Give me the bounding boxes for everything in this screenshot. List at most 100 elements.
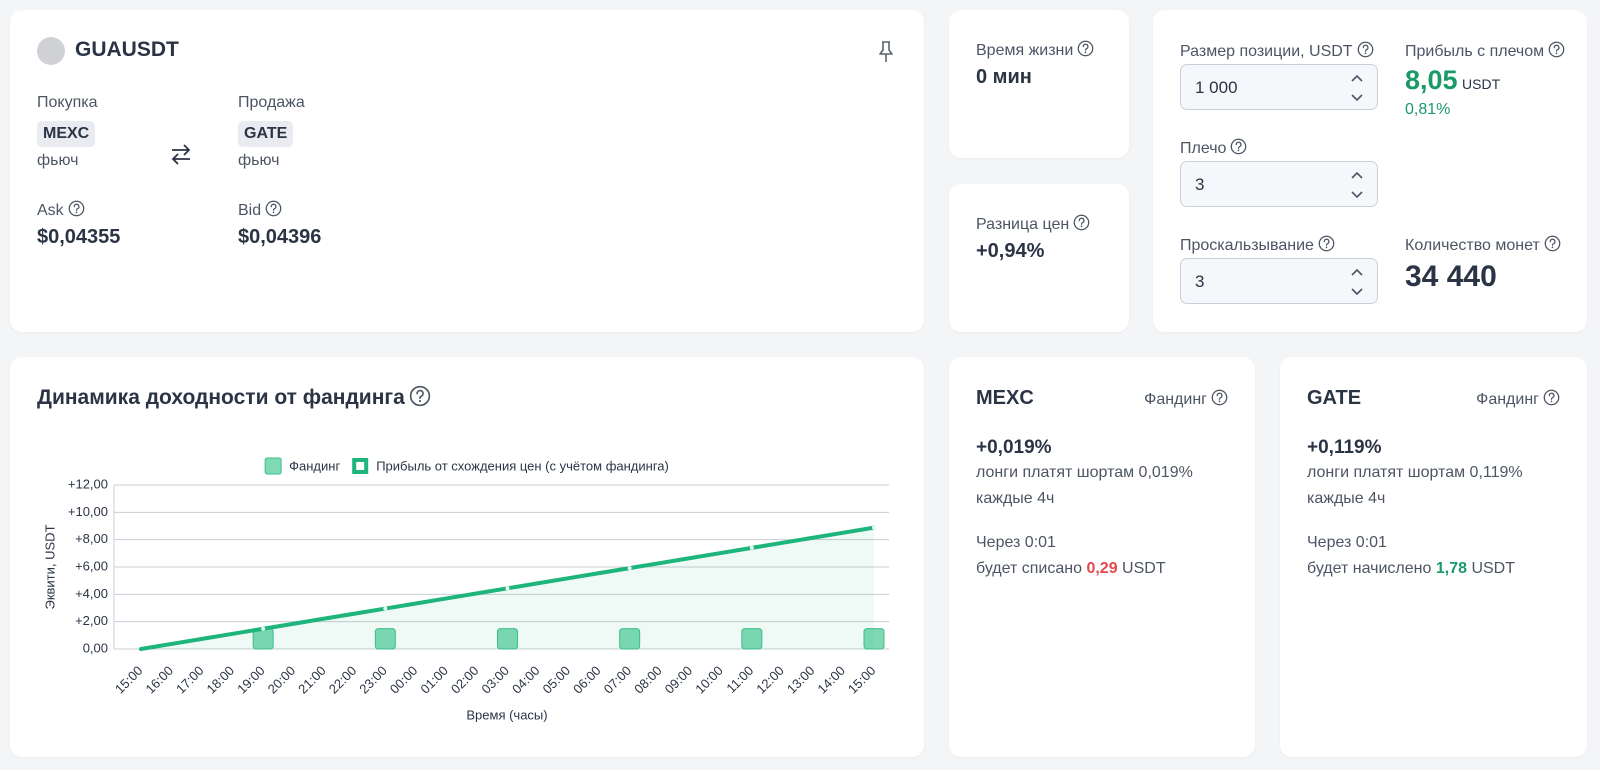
coins-text: Количество монет xyxy=(1405,237,1540,254)
x-tick-label: 15:00 xyxy=(112,663,146,697)
funding-when: Через 0:01 xyxy=(976,534,1056,551)
buy-label: Покупка xyxy=(37,94,98,111)
legend-swatch xyxy=(352,458,369,474)
funding-result: будет начислено 1,78 USDT xyxy=(1307,560,1515,578)
calculator-card: Размер позиции, USDT 1 000 Плечо 3 Проск… xyxy=(1153,10,1587,332)
bid-text: Bid xyxy=(238,202,262,219)
buy-kind: фьюч xyxy=(37,152,79,169)
x-tick-label: 17:00 xyxy=(173,663,207,697)
bid-label: Bid xyxy=(238,200,282,220)
profit-value: 8,05 xyxy=(1405,65,1458,95)
help-icon[interactable] xyxy=(265,200,282,217)
pin-button[interactable] xyxy=(876,40,896,64)
funding-bar xyxy=(374,628,396,650)
x-tick-label: 18:00 xyxy=(204,663,238,697)
y-tick-label: +2,00 xyxy=(75,613,108,628)
funding-label: Фандинг xyxy=(1144,389,1228,409)
profit-unit: USDT xyxy=(1462,76,1501,92)
y-tick-label: +4,00 xyxy=(75,586,108,601)
funding-when: Через 0:01 xyxy=(1307,534,1387,551)
funding-amount: 0,29 xyxy=(1086,560,1118,577)
exchange-name: GATE xyxy=(1307,387,1362,409)
spread-label: Разница цен xyxy=(976,214,1090,234)
y-tick-label: +10,00 xyxy=(68,504,108,519)
swap-icon xyxy=(171,144,191,165)
help-icon[interactable] xyxy=(1318,235,1335,252)
ask-text: Ask xyxy=(37,202,64,219)
funding-text: Фандинг xyxy=(1144,391,1207,408)
funding-action: будет начислено xyxy=(1307,560,1432,577)
x-tick-label: 07:00 xyxy=(601,663,635,697)
help-icon[interactable] xyxy=(1548,41,1565,58)
help-icon[interactable] xyxy=(1077,40,1094,57)
profit-line: 8,05 USDT xyxy=(1405,65,1500,96)
help-glyph xyxy=(1543,389,1560,406)
help-icon[interactable] xyxy=(1211,389,1228,406)
ask-label: Ask xyxy=(37,200,85,220)
ask-price: $0,04355 xyxy=(37,226,121,248)
symbol: GUAUSDT xyxy=(75,38,179,61)
funding-description: лонги платят шортам 0,119% xyxy=(1307,464,1523,481)
funding-unit: USDT xyxy=(1122,560,1166,577)
buy-exchange: MEXC xyxy=(37,121,96,147)
help-glyph xyxy=(1211,389,1228,406)
profit-point xyxy=(383,606,388,611)
x-tick-label: 02:00 xyxy=(448,663,482,697)
help-icon[interactable] xyxy=(68,200,85,217)
x-tick-label: 21:00 xyxy=(295,663,329,697)
spinner[interactable] xyxy=(1349,168,1365,202)
bid-price: $0,04396 xyxy=(238,226,322,248)
sell-exchange: GATE xyxy=(238,121,294,147)
position-input[interactable]: 1 000 xyxy=(1180,64,1378,110)
profit-point xyxy=(505,586,510,591)
leverage-text: Плечо xyxy=(1180,140,1227,157)
help-icon[interactable] xyxy=(1357,41,1374,58)
spinner[interactable] xyxy=(1349,71,1365,105)
funding-result: будет списано 0,29 USDT xyxy=(976,560,1166,578)
x-tick-label: 03:00 xyxy=(478,663,512,697)
x-tick-label: 00:00 xyxy=(387,663,421,697)
funding-amount: 1,78 xyxy=(1435,560,1467,577)
legend-label: Прибыль от схождения цен (с учётом фанди… xyxy=(376,458,669,473)
funding-bar xyxy=(741,628,763,650)
help-glyph xyxy=(1544,235,1561,252)
profit-point xyxy=(627,566,632,571)
profit-point xyxy=(872,525,876,530)
help-glyph xyxy=(1318,235,1335,252)
x-tick-label: 08:00 xyxy=(631,663,665,697)
chart-title: Динамика доходности от фандинга xyxy=(37,385,431,410)
chart-card: Динамика доходности от фандинга 0,00 +2,0… xyxy=(10,357,924,757)
help-icon[interactable] xyxy=(1543,389,1560,406)
lifetime-value: 0 мин xyxy=(976,66,1032,88)
help-icon[interactable] xyxy=(1073,214,1090,231)
x-tick-label: 22:00 xyxy=(326,663,360,697)
x-tick-label: 19:00 xyxy=(234,663,268,697)
sell-kind: фьюч xyxy=(238,152,280,169)
exchange-name: MEXC xyxy=(976,387,1034,409)
input-value: 3 xyxy=(1195,175,1205,194)
profit-text: Прибыль с плечом xyxy=(1405,43,1545,60)
spread-card: Разница цен +0,94% xyxy=(949,184,1129,332)
help-glyph xyxy=(1077,40,1094,57)
legend-label: Фандинг xyxy=(289,458,340,473)
funding-bar xyxy=(863,628,885,650)
leverage-input[interactable]: 3 xyxy=(1180,161,1378,207)
x-tick-label: 20:00 xyxy=(265,663,299,697)
y-tick-label: +6,00 xyxy=(75,558,108,573)
help-icon[interactable] xyxy=(409,385,431,407)
spinner[interactable] xyxy=(1349,265,1365,299)
slippage-input[interactable]: 3 xyxy=(1180,258,1378,304)
profit-label: Прибыль с плечом xyxy=(1405,41,1565,61)
funding-label: Фандинг xyxy=(1476,389,1560,409)
y-tick-label: 0,00 xyxy=(83,640,108,655)
help-icon[interactable] xyxy=(1230,138,1247,155)
funding-bar xyxy=(497,628,518,650)
help-glyph xyxy=(1073,214,1090,231)
help-icon[interactable] xyxy=(1544,235,1561,252)
spread-text: Разница цен xyxy=(976,216,1070,233)
y-axis-label: Эквити, USDT xyxy=(42,524,57,609)
chart-title-text: Динамика доходности от фандинга xyxy=(37,386,405,409)
x-tick-label: 05:00 xyxy=(540,663,574,697)
x-tick-label: 09:00 xyxy=(662,663,696,697)
lifetime-text: Время жизни xyxy=(976,42,1074,59)
